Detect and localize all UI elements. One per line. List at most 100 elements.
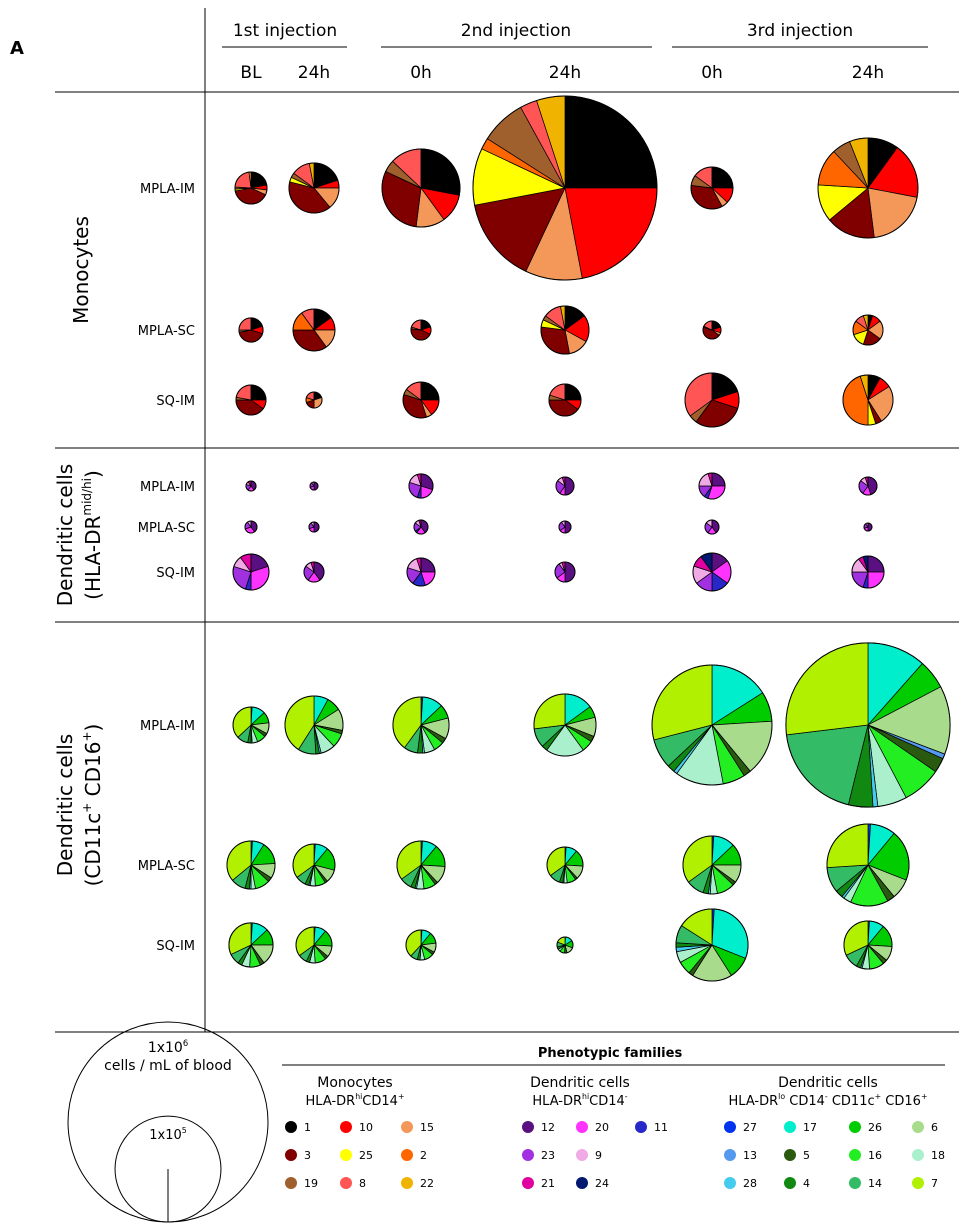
pie-slice <box>826 823 869 868</box>
family-subtitle: HLA-DRlo CD14- CD11c+ CD16+ <box>729 1092 928 1109</box>
legend-label: 12 <box>541 1121 555 1134</box>
pie-outline <box>843 920 893 970</box>
legend-swatch <box>401 1149 413 1161</box>
text-part: ) <box>81 724 105 732</box>
group-label: Dendritic cells <box>53 734 77 876</box>
pie-outline <box>292 843 336 887</box>
pie-outline <box>702 320 722 340</box>
pie-outline <box>555 476 575 496</box>
text-part: (HLA-DR <box>81 516 105 600</box>
superscript: lo <box>778 1092 785 1101</box>
group-label: Monocytes <box>69 216 93 324</box>
row-label: MPLA-IM <box>140 719 195 734</box>
pie-outline <box>402 381 440 419</box>
text-part: 1x10 <box>148 1040 183 1056</box>
legend-swatch <box>522 1177 534 1189</box>
text-part: Monocytes <box>69 216 93 324</box>
legend-label: 20 <box>595 1121 609 1134</box>
legend-swatch <box>849 1149 861 1161</box>
legend-swatch <box>401 1121 413 1133</box>
legend-swatch <box>576 1177 588 1189</box>
family-title: Dendritic cells <box>778 1075 878 1091</box>
pie-outline <box>817 137 919 239</box>
pie-outline <box>295 926 333 964</box>
pie-outline <box>309 481 319 491</box>
pie-outline <box>785 642 951 808</box>
legend-label: 18 <box>931 1149 945 1162</box>
superscript: mid/hi <box>80 478 94 516</box>
legend-swatch <box>285 1121 297 1133</box>
legend-label: 21 <box>541 1177 555 1190</box>
timepoint-header: 24h <box>549 63 581 83</box>
legend-swatch <box>784 1121 796 1133</box>
pie-outline <box>704 519 720 535</box>
row-label: MPLA-SC <box>138 324 195 339</box>
superscript: + <box>80 731 94 741</box>
size-legend-label: 1x106 <box>148 1038 188 1056</box>
legend-label: 26 <box>868 1121 882 1134</box>
legend-label: 22 <box>420 1177 434 1190</box>
superscript: - <box>625 1092 628 1101</box>
text-part: (CD11c <box>81 813 105 887</box>
legend-swatch <box>285 1149 297 1161</box>
group-label: (HLA-DRmid/hi) <box>80 470 105 600</box>
text-part: HLA-DR <box>306 1094 356 1109</box>
group-label: (CD11c+ CD16+) <box>80 724 105 887</box>
legend-swatch <box>912 1177 924 1189</box>
legend-label: 17 <box>803 1121 817 1134</box>
pie-outline <box>232 553 270 591</box>
pie-outline <box>413 519 429 535</box>
row-label: MPLA-SC <box>138 521 195 536</box>
row-label: SQ-IM <box>156 939 195 954</box>
pie-outline <box>852 314 884 346</box>
text-part: CD11c <box>828 1094 875 1109</box>
text-part: HLA-DR <box>532 1094 582 1109</box>
superscript: hi <box>582 1092 589 1101</box>
pie-outline <box>675 908 749 982</box>
legend-label: 7 <box>931 1177 938 1190</box>
row-label: SQ-IM <box>156 394 195 409</box>
pie-outline <box>408 473 434 499</box>
superscript: + <box>875 1092 882 1101</box>
injection-header: 2nd injection <box>461 21 571 41</box>
text-part: ) <box>81 470 105 478</box>
text-part: CD14 <box>785 1094 825 1109</box>
pie-outline <box>558 520 572 534</box>
superscript: + <box>398 1092 405 1101</box>
row-label: MPLA-IM <box>140 480 195 495</box>
text-part: Dendritic cells <box>53 734 77 876</box>
family-title: Dendritic cells <box>530 1075 630 1091</box>
pie-slice <box>313 521 320 533</box>
pie-outline <box>682 835 742 895</box>
legend-swatch <box>522 1121 534 1133</box>
pie-slice <box>420 148 461 196</box>
pie-outline <box>842 374 894 426</box>
legend-swatch <box>576 1149 588 1161</box>
pie-slice <box>540 326 570 355</box>
pie-outline <box>244 520 258 534</box>
legend-swatch <box>285 1177 297 1189</box>
pie-outline <box>232 706 270 744</box>
pie-outline <box>284 695 344 755</box>
legend-label: 11 <box>654 1121 668 1134</box>
superscript: + <box>80 803 94 813</box>
legend-swatch <box>912 1121 924 1133</box>
pie-slice <box>564 476 575 496</box>
timepoint-header: BL <box>240 63 262 83</box>
legend-label: 13 <box>743 1149 757 1162</box>
legend-label: 15 <box>420 1121 434 1134</box>
pie-outline <box>235 384 267 416</box>
pie-outline <box>546 846 584 884</box>
superscript: - <box>825 1092 828 1101</box>
legend-label: 27 <box>743 1121 757 1134</box>
legend-swatch <box>340 1177 352 1189</box>
legend-label: 23 <box>541 1149 555 1162</box>
legend-swatch <box>576 1121 588 1133</box>
pie-outline <box>540 305 590 355</box>
pie-outline <box>692 552 732 592</box>
pie-slice <box>533 693 566 730</box>
pie-outline <box>228 922 274 968</box>
pie-slice <box>564 95 658 189</box>
